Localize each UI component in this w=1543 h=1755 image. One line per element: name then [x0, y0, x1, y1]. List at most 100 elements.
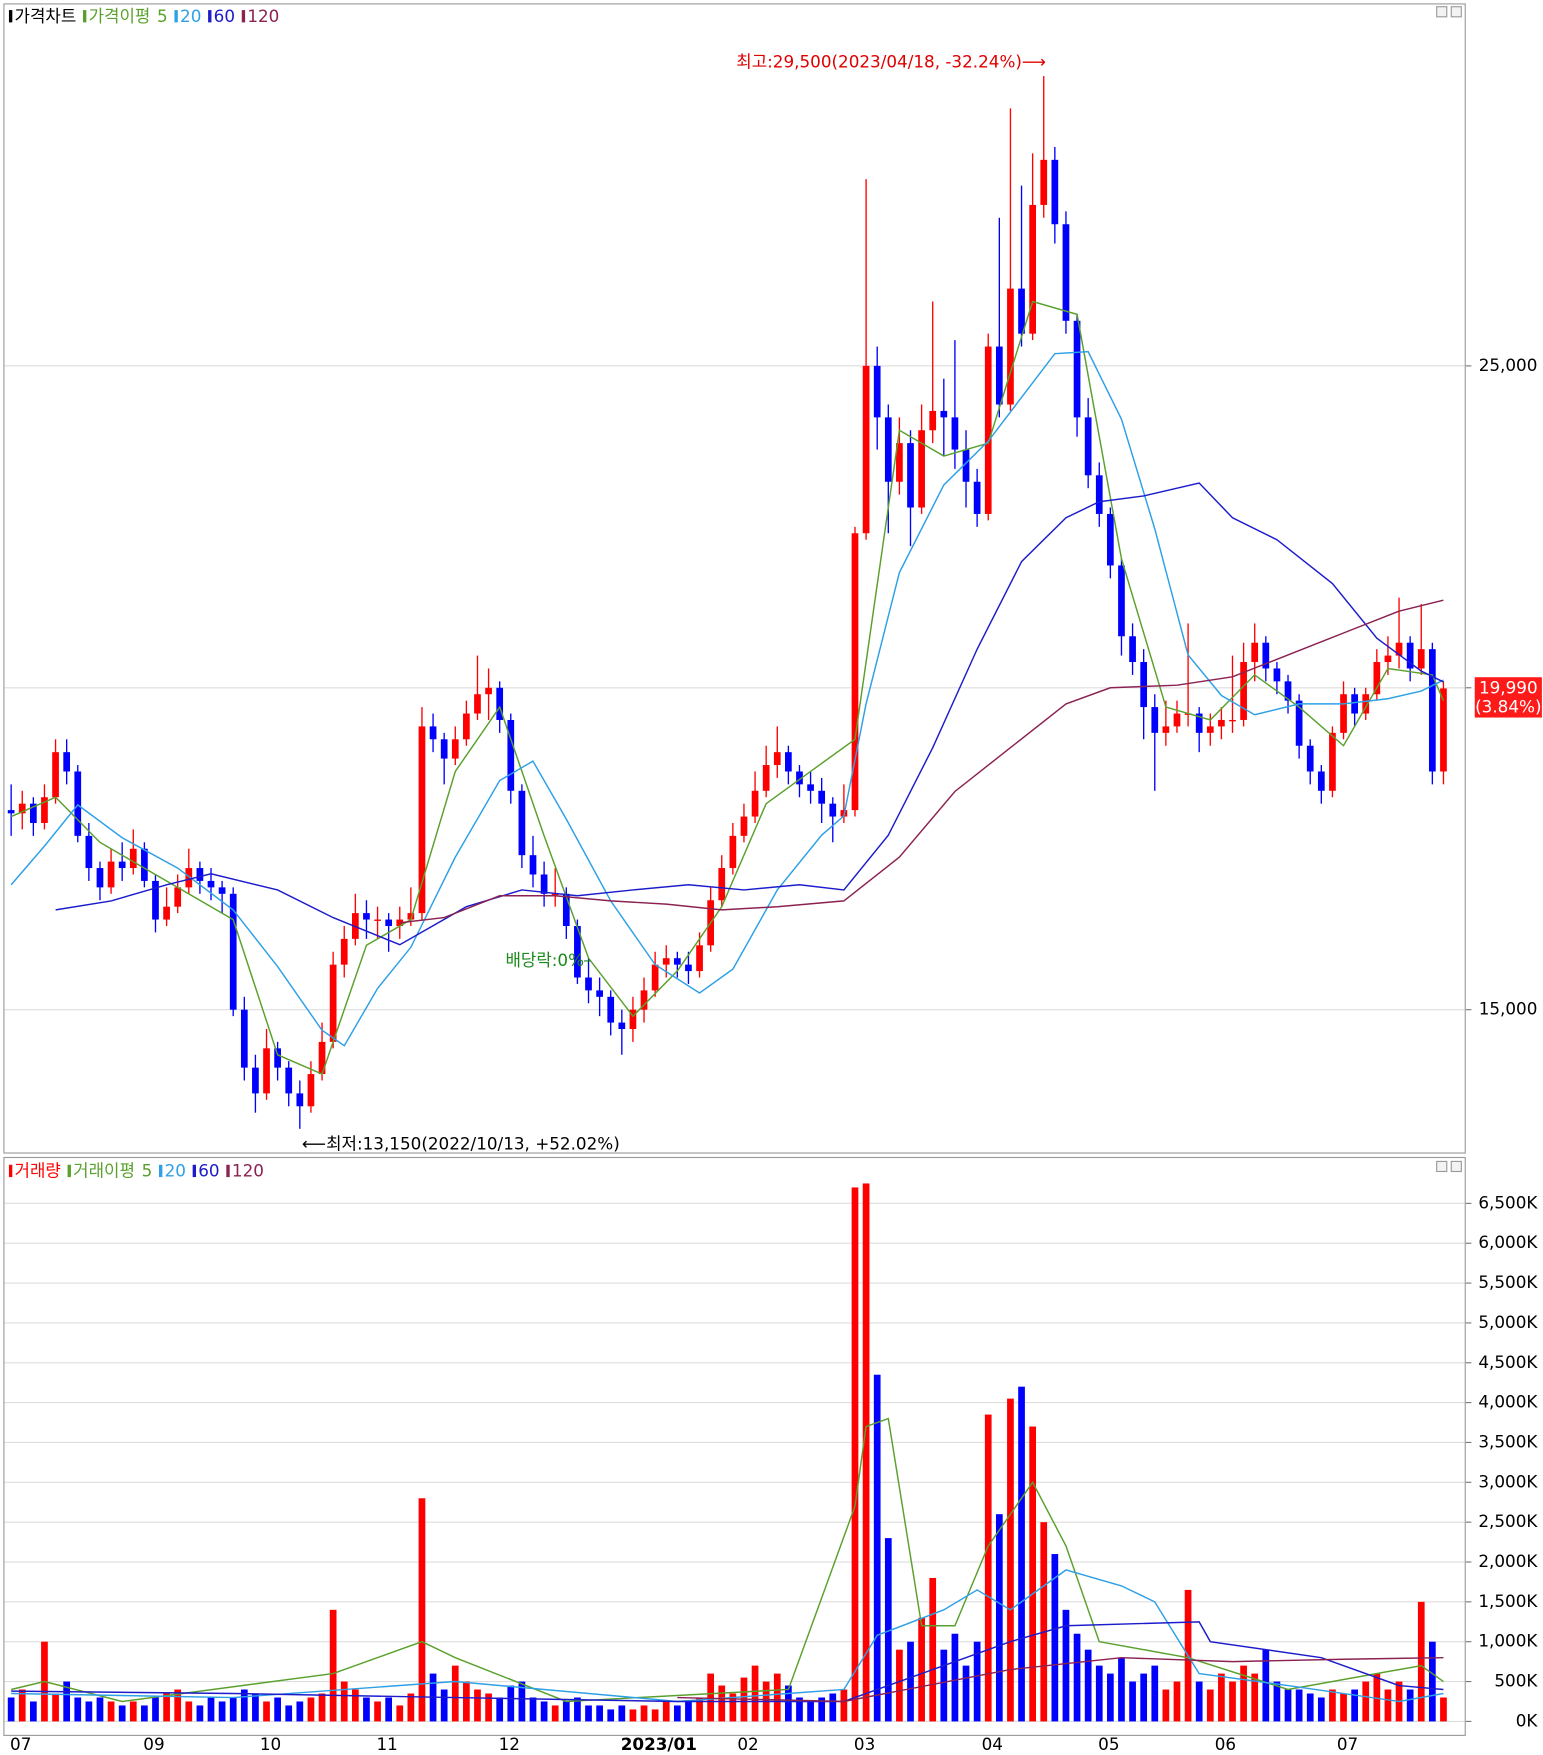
legend-label: 가격차트 — [15, 6, 77, 26]
candle-body — [141, 848, 148, 881]
candle-body — [1129, 636, 1136, 663]
x-tick-label: 2023/01 — [621, 1734, 697, 1754]
candle-body — [185, 868, 193, 888]
minimize-button[interactable] — [1436, 1160, 1448, 1173]
candle-body — [240, 1009, 248, 1068]
candle-body — [1273, 668, 1281, 682]
candle-body — [673, 958, 681, 965]
candle-body — [518, 790, 526, 856]
candle-body — [1295, 700, 1303, 746]
volume-bar — [29, 1701, 37, 1722]
volume-bar — [973, 1641, 981, 1722]
y-tick-label: 4,000K — [1478, 1392, 1538, 1412]
volume-bar — [540, 1701, 548, 1722]
volume-bar — [662, 1701, 670, 1722]
candle-body — [218, 887, 226, 894]
x-tick-label: 03 — [854, 1734, 875, 1754]
candle-body — [440, 739, 448, 759]
candle-body — [252, 1067, 259, 1094]
mark-layer — [7, 76, 1447, 1722]
candle-body — [685, 964, 692, 972]
volume-bar — [1306, 1693, 1314, 1722]
legend-label: 거래이평 — [73, 1160, 135, 1180]
last-change-label: (3.84%) — [1475, 696, 1541, 716]
candle-body — [662, 958, 670, 965]
volume-bar — [629, 1709, 637, 1722]
candle-body — [1062, 224, 1070, 321]
volume-bar — [673, 1705, 681, 1722]
y-tick-label: 0K — [1516, 1710, 1539, 1730]
volume-bar — [418, 1498, 426, 1722]
volume-bar — [152, 1697, 159, 1722]
volume-bar — [240, 1689, 248, 1722]
candle-body — [1373, 662, 1381, 695]
legend-label: 가격이평 — [89, 6, 151, 26]
volume-bar — [374, 1701, 381, 1722]
moving-average-line — [11, 1417, 1444, 1703]
candle-body — [118, 861, 126, 869]
x-tick-label: 12 — [499, 1734, 520, 1754]
volume-bar — [1317, 1697, 1325, 1722]
legend-marker — [208, 10, 212, 23]
y-tick-label: 5,000K — [1478, 1312, 1538, 1332]
volume-bar — [96, 1697, 104, 1722]
volume-bar — [807, 1701, 814, 1722]
candle-body — [1306, 745, 1314, 772]
volume-bar — [1095, 1665, 1103, 1722]
candle-body — [1118, 565, 1125, 637]
volume-bar — [707, 1673, 715, 1722]
volume-bar — [252, 1693, 259, 1722]
close-button[interactable] — [1450, 6, 1462, 18]
candle-body — [1140, 662, 1148, 708]
legend-label: 20 — [165, 1160, 186, 1180]
volume-bar — [1406, 1689, 1414, 1722]
volume-bar — [851, 1187, 859, 1722]
candle-body — [1018, 288, 1025, 334]
volume-bar — [1129, 1681, 1136, 1722]
volume-bar — [773, 1673, 781, 1722]
candle-body — [451, 739, 459, 759]
candle-body — [1206, 726, 1214, 733]
candle-body — [1440, 688, 1447, 772]
candle-body — [1251, 642, 1259, 663]
volume-bar — [507, 1685, 515, 1722]
minimize-button[interactable] — [1436, 6, 1448, 18]
window-buttons[interactable] — [1436, 6, 1462, 1173]
volume-bar — [1351, 1689, 1358, 1722]
volume-bar — [562, 1701, 570, 1722]
candle-body — [107, 861, 115, 888]
volume-bar — [818, 1697, 826, 1722]
candle-body — [374, 919, 381, 921]
volume-bar — [318, 1693, 326, 1722]
volume-bar — [1218, 1673, 1225, 1722]
volume-bar — [685, 1701, 692, 1722]
volume-bar — [440, 1689, 448, 1722]
volume-bar — [1229, 1681, 1236, 1722]
volume-bar — [862, 1183, 870, 1722]
candle-body — [474, 694, 481, 714]
candle-body — [1395, 642, 1403, 656]
axis-area — [1465, 0, 1543, 1755]
volume-bar — [274, 1697, 281, 1722]
legend-label: 60 — [214, 6, 235, 26]
candle-body — [651, 964, 659, 991]
legend-label: 5 — [142, 1160, 153, 1180]
volume-bar — [751, 1665, 759, 1722]
volume-bar — [485, 1693, 492, 1722]
volume-bar — [640, 1705, 648, 1722]
volume-bar — [940, 1649, 948, 1722]
last-price-box — [1474, 677, 1542, 718]
candle-body — [163, 906, 170, 920]
y-tick-label: 3,000K — [1478, 1471, 1538, 1491]
candle-body — [973, 481, 981, 514]
y-tick-label: 3,500K — [1478, 1431, 1538, 1451]
candle-body — [896, 443, 903, 482]
close-button[interactable] — [1450, 1160, 1462, 1173]
candle-body — [340, 938, 348, 965]
volume-bar — [329, 1609, 337, 1722]
volume-bar — [1251, 1673, 1259, 1722]
y-tick-label: 5,500K — [1478, 1272, 1538, 1292]
candle-body — [407, 913, 415, 920]
volume-bar — [729, 1693, 737, 1722]
